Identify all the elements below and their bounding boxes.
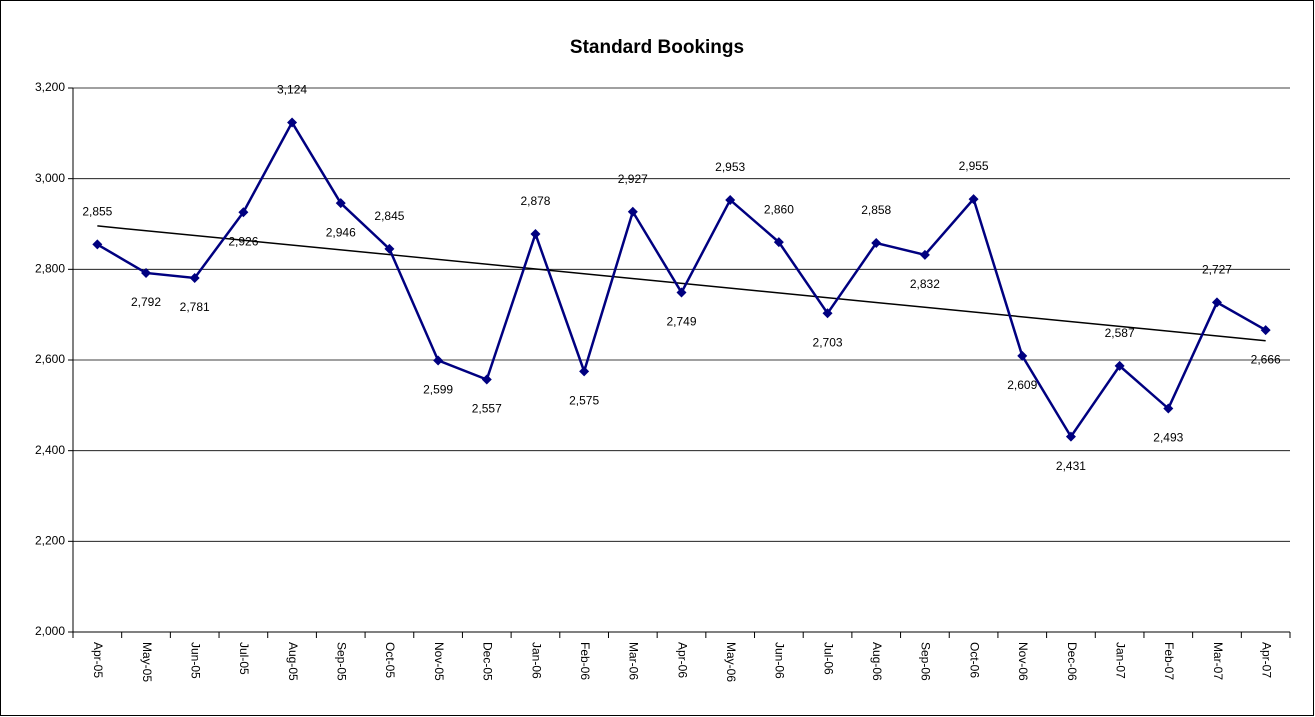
- data-label: 2,609: [1007, 378, 1037, 392]
- data-label: 2,845: [374, 209, 404, 223]
- data-label: 2,855: [82, 205, 112, 219]
- marker: [822, 308, 833, 319]
- y-tick-label: 2,800: [35, 262, 65, 276]
- data-label: 2,727: [1202, 263, 1232, 277]
- marker: [627, 206, 638, 217]
- data-label: 2,575: [569, 394, 599, 408]
- x-tick-label: Nov-05: [432, 642, 446, 681]
- x-tick-label: May-05: [140, 642, 154, 682]
- x-tick-label: Jun-05: [189, 642, 203, 679]
- x-tick-label: Sep-06: [919, 642, 933, 681]
- data-label: 2,858: [861, 203, 891, 217]
- y-tick-label: 2,600: [35, 352, 65, 366]
- marker: [287, 117, 298, 128]
- y-tick-label: 2,200: [35, 534, 65, 548]
- data-label: 2,878: [520, 194, 550, 208]
- x-tick-label: Jan-06: [529, 642, 543, 679]
- marker: [1260, 325, 1271, 336]
- marker: [1114, 360, 1125, 371]
- x-tick-label: Mar-06: [627, 642, 641, 680]
- x-tick-label: May-06: [724, 642, 738, 682]
- marker: [773, 237, 784, 248]
- data-label: 2,703: [813, 335, 843, 349]
- x-tick-label: Jul-06: [821, 642, 835, 675]
- data-label: 3,124: [277, 83, 307, 97]
- marker: [384, 243, 395, 254]
- marker: [481, 374, 492, 385]
- x-tick-label: Aug-05: [286, 642, 300, 681]
- x-tick-label: Sep-05: [335, 642, 349, 681]
- marker: [141, 267, 152, 278]
- marker: [335, 198, 346, 209]
- x-tick-label: Oct-05: [383, 642, 397, 678]
- x-tick-label: Jan-07: [1113, 642, 1127, 679]
- marker: [579, 366, 590, 377]
- chart-title: Standard Bookings: [570, 37, 744, 58]
- x-tick-label: Jun-06: [773, 642, 787, 679]
- data-label: 2,860: [764, 202, 794, 216]
- data-label: 2,832: [910, 277, 940, 291]
- y-tick-label: 3,000: [35, 171, 65, 185]
- data-label: 2,431: [1056, 459, 1086, 473]
- data-label: 2,953: [715, 160, 745, 174]
- marker: [92, 239, 103, 250]
- y-tick-label: 2,400: [35, 443, 65, 457]
- marker: [1017, 350, 1028, 361]
- marker: [1163, 403, 1174, 414]
- data-label: 2,792: [131, 295, 161, 309]
- marker: [871, 238, 882, 249]
- x-tick-label: Feb-07: [1162, 642, 1176, 680]
- data-label: 2,666: [1251, 352, 1281, 366]
- marker: [530, 228, 541, 239]
- x-tick-label: Mar-07: [1211, 642, 1225, 680]
- x-tick-label: Apr-05: [91, 642, 105, 678]
- x-tick-label: Nov-06: [1016, 642, 1030, 681]
- data-label: 2,927: [618, 172, 648, 186]
- x-tick-label: Feb-06: [578, 642, 592, 680]
- x-tick-label: Oct-06: [967, 642, 981, 678]
- marker: [676, 287, 687, 298]
- y-tick-label: 3,200: [35, 80, 65, 94]
- x-tick-label: Aug-06: [870, 642, 884, 681]
- y-tick-label: 2,000: [35, 624, 65, 638]
- data-label: 2,493: [1153, 431, 1183, 445]
- marker: [919, 249, 930, 260]
- data-label: 2,946: [326, 225, 356, 239]
- marker: [968, 194, 979, 205]
- x-tick-label: Jul-05: [237, 642, 251, 675]
- trend-line: [97, 225, 1266, 342]
- marker: [433, 355, 444, 366]
- marker: [189, 272, 200, 283]
- data-label: 2,587: [1105, 326, 1135, 340]
- data-label: 2,599: [423, 383, 453, 397]
- marker: [725, 194, 736, 205]
- x-tick-label: Apr-06: [675, 642, 689, 678]
- data-label: 2,557: [472, 402, 502, 416]
- x-tick-label: Dec-05: [481, 642, 495, 681]
- data-label: 2,781: [180, 300, 210, 314]
- data-label: 2,955: [959, 159, 989, 173]
- marker: [1065, 431, 1076, 442]
- data-label: 2,749: [666, 315, 696, 329]
- x-tick-label: Dec-06: [1065, 642, 1079, 681]
- marker: [238, 207, 249, 218]
- data-label: 2,926: [228, 234, 258, 248]
- x-tick-label: Apr-07: [1259, 642, 1273, 678]
- marker: [1211, 297, 1222, 308]
